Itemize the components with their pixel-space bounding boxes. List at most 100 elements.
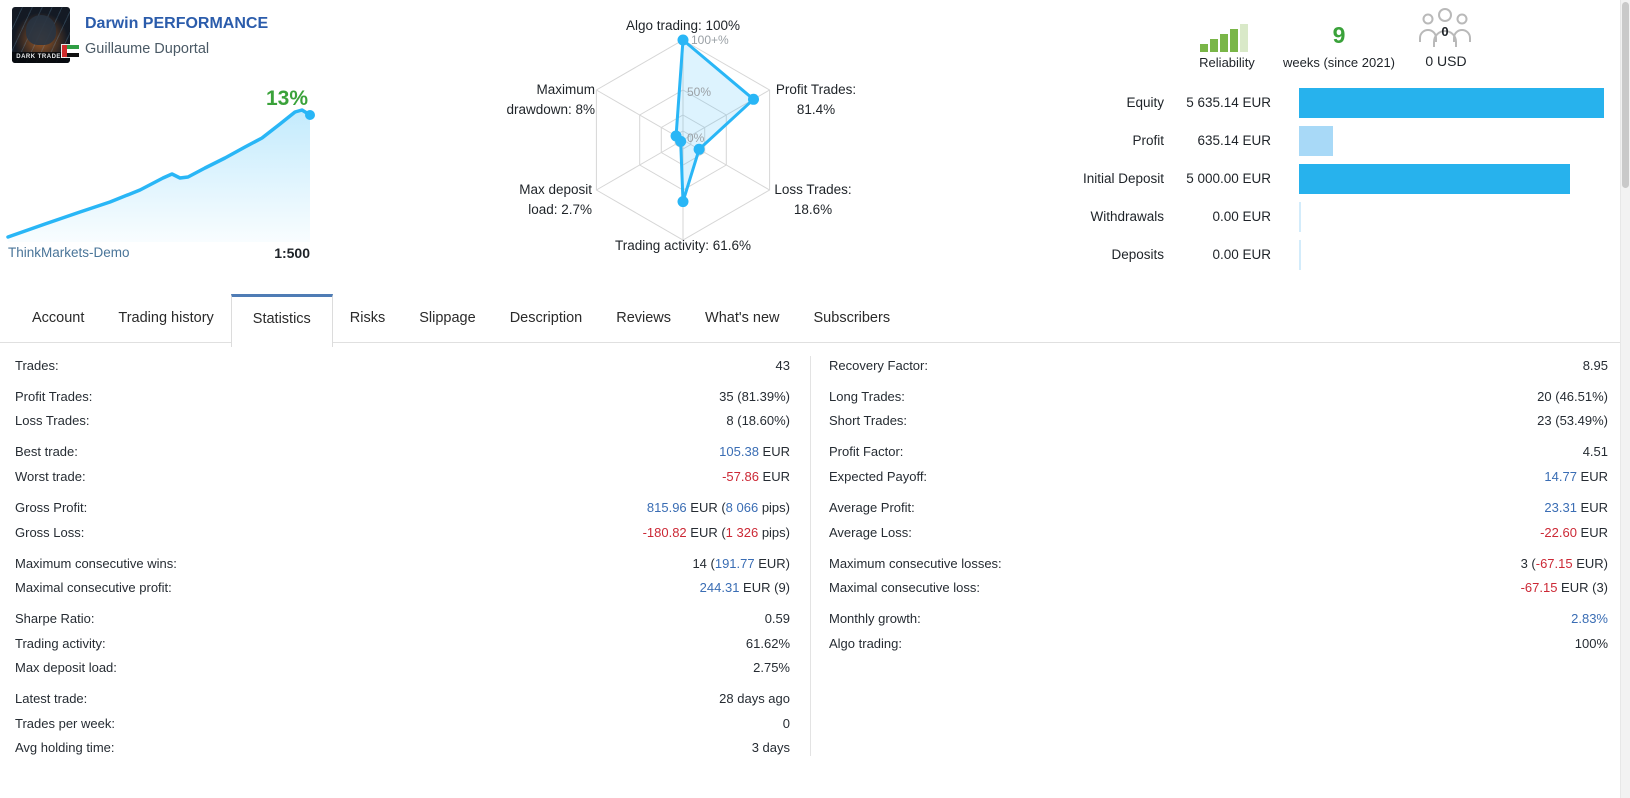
stat-value: 0 [782,715,790,731]
stat-row: Recovery Factor: 8.95 [829,353,1608,378]
growth-chart [6,108,315,242]
stat-label: Average Loss: [829,524,912,540]
stat-label: Avg holding time: [15,740,115,756]
balance-row-deposits: Deposits 0.00 EUR [0,240,1630,270]
avatar: DARK TRADER [12,7,70,63]
stat-row: Average Profit: 23.31 EUR [829,495,1608,520]
radar-data-dot [693,143,705,155]
reliability-label: Reliability [1199,55,1255,70]
stat-value: 61.62% [745,635,790,651]
stat-row: Max deposit load: 2.75% [15,655,790,680]
balance-bar [1299,240,1301,270]
radar-axis-label-trading-activity: Trading activity: 61.6% [614,238,752,253]
balance-label: Equity [1126,95,1164,110]
stat-value: -57.86 EUR [722,468,790,484]
tab-trading-history[interactable]: Trading history [118,310,214,326]
radar-axis-label-max-drawdown: Maximum drawdown: 8% [506,82,595,118]
tab-subscribers[interactable]: Subscribers [813,310,891,326]
balance-bar [1299,88,1604,118]
tab-reviews[interactable]: Reviews [616,310,672,326]
subscribers-funds: 0 USD [1425,53,1467,69]
broker-link[interactable]: ThinkMarkets-Demo [8,245,130,260]
stat-value: 3 (-67.15 EUR) [1520,555,1608,571]
stat-row: Best trade: 105.38 EUR [15,440,790,465]
stat-value: 14 (191.77 EUR) [692,555,790,571]
stat-row: Expected Payoff: 14.77 EUR [829,464,1608,489]
tab-account[interactable]: Account [32,310,85,326]
stat-value: 105.38 EUR [719,444,790,460]
stat-label: Gross Profit: [15,499,88,515]
stat-value: 43 [775,357,790,373]
leverage-value: 1:500 [274,245,310,261]
stat-label: Expected Payoff: [829,468,928,484]
stat-label: Max deposit load: [15,660,117,676]
radar-axis-label-algo-trading: Algo trading: 100% [625,18,741,33]
stat-value: 23.31 EUR [1544,499,1608,515]
balance-bar [1299,202,1301,232]
scrollbar-thumb[interactable] [1622,2,1629,188]
stat-label: Average Profit: [829,499,915,515]
stat-label: Long Trades: [829,388,905,404]
stats-column-left: Trades: 43 Profit Trades: 35 (81.39%) Loss T… [15,353,790,760]
stat-row: Long Trades: 20 (46.51%) [829,384,1608,409]
reliability-bars-icon [1200,24,1250,52]
tab-risks[interactable]: Risks [349,310,386,326]
stat-label: Maximal consecutive loss: [829,580,980,596]
radar-data-dot [677,34,689,46]
radar-data-dot [747,93,759,105]
stat-row: Short Trades: 23 (53.49%) [829,409,1608,434]
stat-label: Maximal consecutive profit: [15,580,172,596]
signal-age-caption: weeks (since 2021) [1283,55,1395,70]
stat-row: Maximum consecutive losses: 3 (-67.15 EUR… [829,551,1608,576]
stat-label: Monthly growth: [829,611,921,627]
balance-row-withdrawals: Withdrawals 0.00 EUR [0,202,1630,232]
tab-what-s-new[interactable]: What's new [705,310,780,326]
radar-scale-50: 50% [687,85,712,99]
radar-scale-100: 100+% [691,33,729,47]
tab-bar: Account Trading history Statistics Risks Sli… [0,294,1630,347]
stat-label: Maximum consecutive wins: [15,555,177,571]
balance-value: 5 635.14 EUR [1186,95,1271,110]
author-name: Guillaume Duportal [85,41,210,57]
stat-value: 4.51 [1582,444,1608,460]
stat-value: 8 (18.60%) [726,413,790,429]
stat-label: Trades: [15,357,59,373]
scrollbar-track[interactable] [1620,0,1630,798]
stat-row: Trading activity: 61.62% [15,631,790,656]
stat-label: Best trade: [15,444,78,460]
tab-slippage[interactable]: Slippage [419,310,476,326]
tab-description[interactable]: Description [509,310,583,326]
stat-row: Maximum consecutive wins: 14 (191.77 EUR) [15,551,790,576]
growth-endpoint-dot [305,110,315,120]
stat-label: Recovery Factor: [829,357,928,373]
tab-statistics[interactable]: Statistics [230,294,333,347]
subscribers-count: 0 [1441,24,1448,39]
radar-data-dots [670,34,759,208]
balance-bar [1299,126,1333,156]
radar-data-dot [670,130,682,142]
stat-label: Trades per week: [15,715,115,731]
stat-row: Avg holding time: 3 days [15,736,790,761]
stat-row: Gross Profit: 815.96 EUR (8 066 pips) [15,495,790,520]
stats-column-right: Recovery Factor: 8.95 Long Trades: 20 (46.5… [829,353,1608,655]
radar-chart [595,34,771,241]
stat-row: Profit Factor: 4.51 [829,440,1608,465]
stat-label: Worst trade: [15,468,86,484]
stat-label: Sharpe Ratio: [15,611,95,627]
stat-row: Loss Trades: 8 (18.60%) [15,409,790,434]
hooded-figure-graphic [26,15,56,45]
stat-row: Average Loss: -22.60 EUR [829,520,1608,545]
stat-label: Loss Trades: [15,413,90,429]
growth-area [8,110,310,242]
stat-row: Profit Trades: 35 (81.39%) [15,384,790,409]
stat-label: Short Trades: [829,413,908,429]
stats-column-divider [810,356,811,756]
balance-value: 5 000.00 EUR [1186,171,1271,186]
stat-row: Sharpe Ratio: 0.59 [15,606,790,631]
radar-axis-label-loss-trades: Loss Trades: 18.6% [774,182,852,218]
stat-label: Gross Loss: [15,524,85,540]
stat-label: Profit Trades: [15,388,93,404]
balance-row-profit: Profit 635.14 EUR [0,126,1630,156]
page-title: Darwin PERFORMANCE [85,15,269,32]
